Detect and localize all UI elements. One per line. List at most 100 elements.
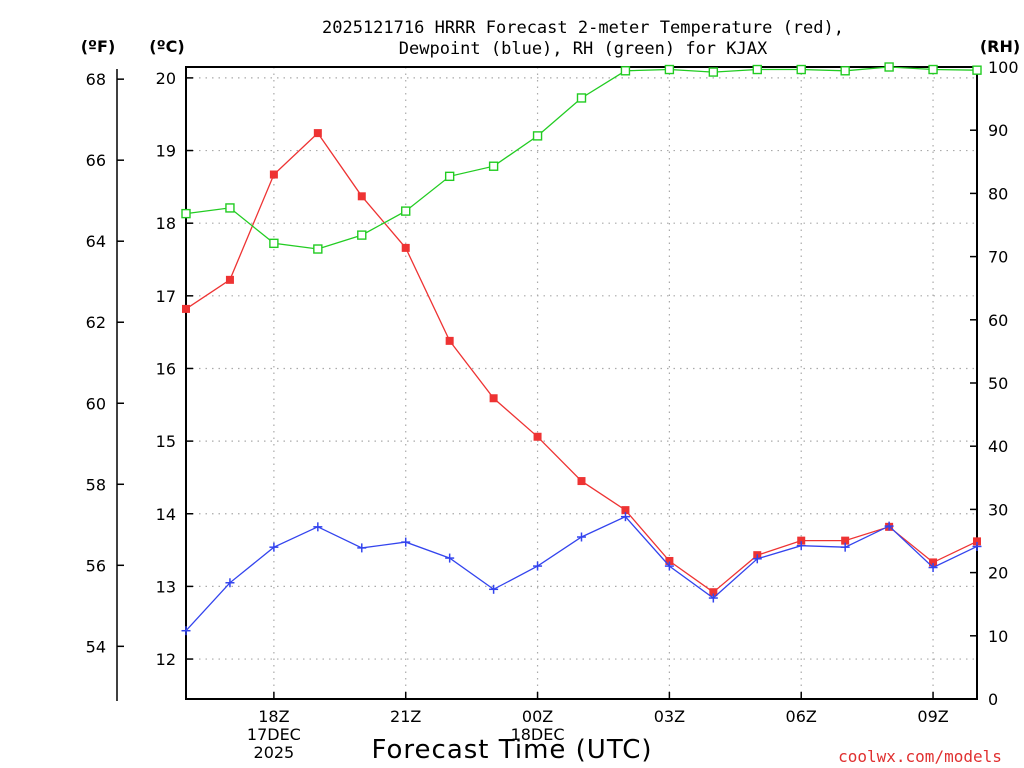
temperature-point	[313, 129, 322, 138]
dewpoint-point	[928, 563, 938, 573]
dewpoint-point	[181, 626, 191, 636]
temperature-point	[182, 304, 190, 313]
dewpoint-point	[972, 541, 982, 551]
rh-tick-label: 50	[988, 374, 1008, 393]
rh-point	[752, 64, 762, 75]
rh-tick-label: 20	[988, 564, 1008, 583]
fahrenheit-tick-label: 54	[86, 637, 106, 656]
rh-point	[796, 64, 806, 75]
rh-tick-label: 30	[988, 500, 1008, 519]
temperature-point	[445, 336, 454, 345]
temperature-point	[709, 588, 718, 597]
fahrenheit-tick-label: 58	[86, 475, 106, 494]
rh-point	[313, 244, 323, 254]
x-tick-label: 00Z	[522, 707, 553, 726]
celsius-tick-label: 19	[156, 142, 176, 161]
rh-point	[576, 93, 587, 103]
gridlines	[186, 67, 977, 699]
x-tick-label: 06Z	[786, 707, 817, 726]
temperature-point	[357, 192, 366, 201]
dewpoint-point	[357, 543, 367, 553]
data-series	[181, 62, 982, 636]
dewpoint-point	[445, 553, 455, 563]
chart-title-line2: Dewpoint (blue), RH (green) for KJAX	[399, 39, 768, 59]
rh-tick-label: 60	[988, 311, 1008, 330]
axes: 54 56 58 60 62 64 66 68 12 13 14 15 16 17 18 19 20 0 10 20 3…	[86, 58, 1019, 762]
x-tick-label: 17DEC	[247, 725, 301, 744]
x-tick-label: 03Z	[654, 707, 685, 726]
x-tick-label: 09Z	[917, 707, 948, 726]
x-tick-label: 2025	[254, 743, 295, 762]
dewpoint-point	[884, 521, 894, 531]
rh-point	[444, 171, 455, 182]
dewpoint-point	[225, 578, 235, 588]
fahrenheit-unit-label: (ºF)	[81, 37, 116, 56]
temperature-point	[577, 477, 586, 486]
x-tick-label: 18Z	[258, 707, 289, 726]
temperature-point	[225, 275, 234, 284]
temperature-point	[929, 558, 938, 567]
dewpoint-point	[577, 532, 586, 542]
rh-point	[708, 67, 719, 77]
celsius-unit-label: (ºC)	[149, 37, 184, 56]
dewpoint-point	[620, 512, 630, 522]
rh-point	[664, 64, 675, 75]
temperature-point	[665, 556, 674, 565]
chart-title-line1: 2025121716 HRRR Forecast 2-meter Tempera…	[322, 18, 844, 38]
dewpoint-point	[533, 561, 543, 571]
celsius-tick-label: 16	[156, 359, 176, 378]
celsius-tick-label: 20	[156, 69, 176, 88]
temperature-point	[533, 432, 542, 441]
rh-point	[488, 161, 499, 171]
x-tick-label: 21Z	[390, 707, 421, 726]
temperature-point	[489, 394, 498, 403]
x-tick-label: 18DEC	[511, 725, 565, 744]
rh-point	[884, 62, 894, 72]
temperature-point	[269, 170, 278, 179]
dewpoint-point	[664, 561, 674, 571]
x-axis-label: Forecast Time (UTC)	[371, 735, 652, 765]
fahrenheit-tick-label: 60	[86, 394, 106, 413]
dewpoint-point	[489, 584, 499, 594]
rh-tick-label: 0	[988, 690, 998, 709]
fahrenheit-tick-label: 64	[86, 232, 106, 251]
fahrenheit-tick-label: 66	[86, 151, 106, 170]
celsius-tick-label: 17	[156, 287, 176, 306]
rh-point	[181, 208, 191, 219]
temperature-point	[401, 243, 410, 252]
rh-point	[928, 64, 938, 75]
rh-tick-label: 90	[988, 121, 1008, 140]
dewpoint-point	[796, 541, 806, 551]
fahrenheit-tick-label: 56	[86, 556, 106, 575]
rh-unit-label: (RH)	[980, 37, 1020, 56]
temperature-point	[841, 536, 850, 545]
rh-tick-label: 70	[988, 248, 1008, 267]
temperature-point	[621, 506, 630, 515]
celsius-tick-label: 12	[156, 650, 176, 669]
rh-point	[972, 65, 982, 75]
celsius-tick-label: 18	[156, 214, 176, 233]
rh-tick-label: 10	[988, 627, 1008, 646]
rh-tick-label: 100	[988, 58, 1019, 77]
rh-point	[620, 66, 631, 76]
temperature-point	[797, 536, 806, 545]
dewpoint-point	[313, 522, 323, 532]
dewpoint-point	[269, 542, 279, 552]
rh-tick-label: 80	[988, 184, 1008, 203]
dewpoint-point	[840, 542, 850, 552]
rh-point	[401, 206, 411, 216]
credit-link[interactable]: coolwx.com/models	[838, 747, 1002, 766]
rh-point	[269, 238, 279, 249]
dewpoint-point	[752, 554, 762, 564]
celsius-tick-label: 15	[156, 432, 176, 451]
celsius-tick-label: 13	[156, 577, 176, 596]
rh-point	[357, 230, 367, 240]
temperature-point	[973, 537, 981, 546]
dewpoint-point	[708, 593, 718, 603]
rh-point	[532, 131, 543, 141]
fahrenheit-tick-label: 62	[86, 313, 106, 332]
rh-tick-label: 40	[988, 437, 1008, 456]
rh-point	[840, 66, 850, 76]
